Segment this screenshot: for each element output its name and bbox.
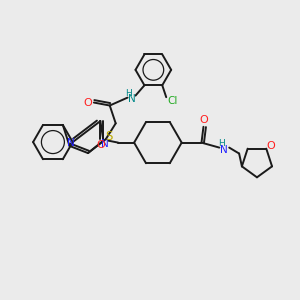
Text: O: O: [267, 141, 276, 151]
Text: N: N: [128, 94, 135, 103]
Text: O: O: [96, 140, 105, 150]
Text: O: O: [199, 115, 208, 125]
Text: Cl: Cl: [167, 96, 177, 106]
Text: H: H: [125, 89, 132, 98]
Text: N: N: [220, 145, 228, 154]
Text: N: N: [67, 138, 74, 148]
Text: S: S: [105, 130, 112, 143]
Text: N: N: [100, 139, 108, 148]
Text: O: O: [84, 98, 92, 107]
Text: H: H: [218, 139, 225, 148]
